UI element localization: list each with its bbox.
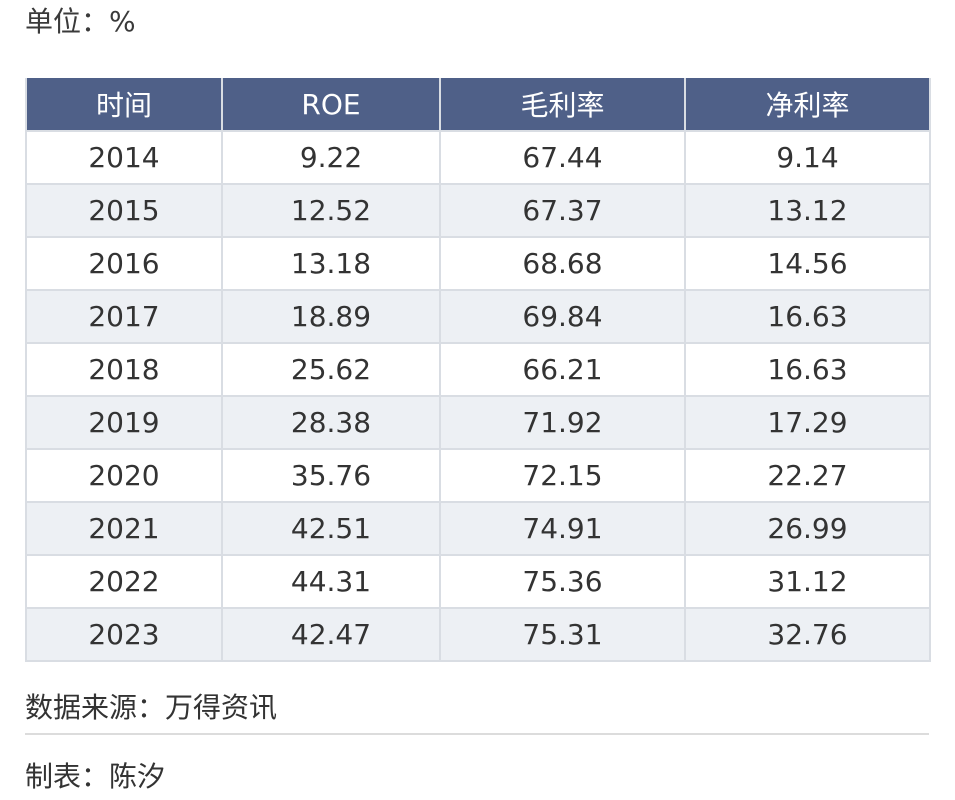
table-row: 2016 13.18 68.68 14.56 (25, 236, 931, 291)
net-margin-cell: 9.14 (684, 130, 931, 185)
gross-margin-cell: 71.92 (439, 395, 686, 450)
table-maker-note: 制表：陈汐 (25, 760, 166, 793)
table-row: 2014 9.22 67.44 9.14 (25, 130, 931, 185)
year-cell: 2023 (25, 607, 223, 662)
net-margin-cell: 14.56 (684, 236, 931, 291)
gross-margin-cell: 72.15 (439, 448, 686, 503)
gross-margin-cell: 74.91 (439, 501, 686, 556)
roe-cell: 25.62 (221, 342, 441, 397)
roe-cell: 18.89 (221, 289, 441, 344)
gross-margin-cell: 75.31 (439, 607, 686, 662)
net-margin-cell: 31.12 (684, 554, 931, 609)
roe-cell: 35.76 (221, 448, 441, 503)
net-margin-cell: 13.12 (684, 183, 931, 238)
data-table: 时间 ROE 毛利率 净利率 2014 9.22 67.44 9.14 2015 12.5… (25, 78, 931, 662)
roe-cell: 42.51 (221, 501, 441, 556)
column-header-net-margin: 净利率 (684, 78, 931, 132)
table-row: 2023 42.47 75.31 32.76 (25, 607, 931, 662)
gross-margin-cell: 68.68 (439, 236, 686, 291)
net-margin-cell: 17.29 (684, 395, 931, 450)
net-margin-cell: 16.63 (684, 342, 931, 397)
net-margin-cell: 16.63 (684, 289, 931, 344)
table-body: 2014 9.22 67.44 9.14 2015 12.52 67.37 13.12 2016… (25, 130, 931, 662)
roe-cell: 42.47 (221, 607, 441, 662)
divider (25, 733, 929, 735)
unit-label: 单位：% (25, 5, 136, 38)
roe-cell: 9.22 (221, 130, 441, 185)
gross-margin-cell: 75.36 (439, 554, 686, 609)
year-cell: 2015 (25, 183, 223, 238)
year-cell: 2016 (25, 236, 223, 291)
year-cell: 2020 (25, 448, 223, 503)
year-cell: 2018 (25, 342, 223, 397)
column-header-roe: ROE (221, 78, 441, 132)
net-margin-cell: 32.76 (684, 607, 931, 662)
table-row: 2022 44.31 75.36 31.12 (25, 554, 931, 609)
gross-margin-cell: 66.21 (439, 342, 686, 397)
year-cell: 2022 (25, 554, 223, 609)
year-cell: 2017 (25, 289, 223, 344)
roe-cell: 28.38 (221, 395, 441, 450)
roe-cell: 12.52 (221, 183, 441, 238)
roe-cell: 13.18 (221, 236, 441, 291)
net-margin-cell: 22.27 (684, 448, 931, 503)
year-cell: 2014 (25, 130, 223, 185)
table-row: 2019 28.38 71.92 17.29 (25, 395, 931, 450)
net-margin-cell: 26.99 (684, 501, 931, 556)
gross-margin-cell: 67.44 (439, 130, 686, 185)
data-source-note: 数据来源：万得资讯 (25, 691, 278, 724)
roe-cell: 44.31 (221, 554, 441, 609)
year-cell: 2021 (25, 501, 223, 556)
gross-margin-cell: 69.84 (439, 289, 686, 344)
year-cell: 2019 (25, 395, 223, 450)
column-header-year: 时间 (25, 78, 223, 132)
table-row: 2018 25.62 66.21 16.63 (25, 342, 931, 397)
gross-margin-cell: 67.37 (439, 183, 686, 238)
table-row: 2015 12.52 67.37 13.12 (25, 183, 931, 238)
table-row: 2020 35.76 72.15 22.27 (25, 448, 931, 503)
column-header-gross-margin: 毛利率 (439, 78, 686, 132)
table-row: 2021 42.51 74.91 26.99 (25, 501, 931, 556)
table-header-row: 时间 ROE 毛利率 净利率 (25, 78, 931, 132)
table-row: 2017 18.89 69.84 16.63 (25, 289, 931, 344)
